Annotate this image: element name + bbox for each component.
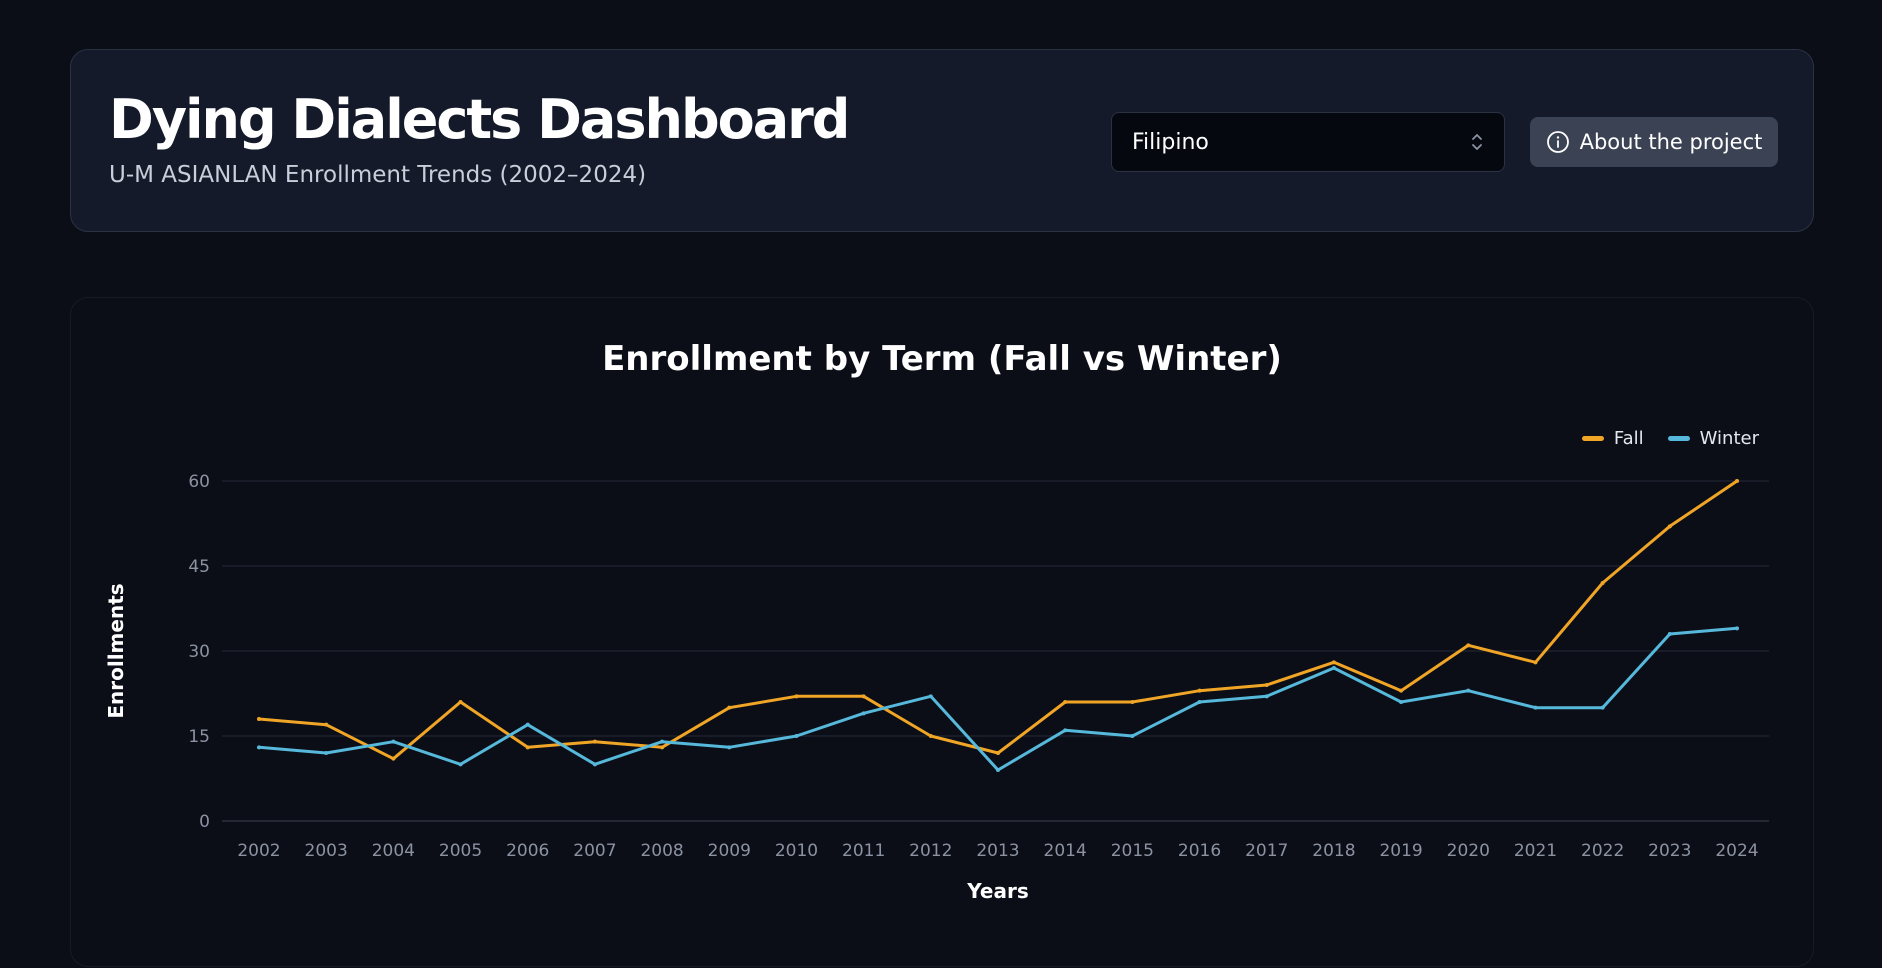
legend-label-winter: Winter <box>1699 428 1759 449</box>
data-point-winter <box>592 762 597 767</box>
data-point-fall <box>727 705 732 710</box>
x-axis-label: Years <box>966 879 1028 903</box>
data-point-winter <box>1063 728 1068 733</box>
x-tick-label: 2023 <box>1648 841 1691 861</box>
data-point-fall <box>257 717 261 721</box>
data-point-winter <box>794 734 799 738</box>
data-point-fall <box>1197 688 1202 693</box>
data-point-winter <box>1399 700 1404 704</box>
data-point-winter <box>391 739 396 744</box>
series-line-winter <box>257 626 1739 772</box>
data-point-winter <box>1264 694 1269 699</box>
data-point-winter <box>257 745 261 750</box>
x-tick-label: 2014 <box>1044 841 1087 861</box>
x-tick-label: 2011 <box>842 841 885 861</box>
language-select[interactable]: Filipino <box>1111 112 1505 172</box>
x-tick-label: 2010 <box>775 841 818 861</box>
x-tick-label: 2020 <box>1447 841 1490 861</box>
legend-swatch-fall <box>1581 436 1604 441</box>
series-line-fall <box>257 479 1739 761</box>
legend-item-fall[interactable]: Fall <box>1581 428 1644 449</box>
data-point-winter <box>660 739 665 744</box>
line-chart: 0 15 30 45 60 2002 2003 2004 2005 2006 2007 2008 200… <box>104 472 1769 903</box>
x-tick-label: 2002 <box>237 841 280 861</box>
data-point-fall <box>592 739 597 744</box>
data-point-winter <box>727 745 732 750</box>
data-point-fall <box>996 751 1000 755</box>
data-point-fall <box>1466 643 1471 648</box>
x-tick-label: 2013 <box>976 841 1019 861</box>
data-point-winter <box>1600 705 1605 710</box>
data-point-fall <box>1331 660 1336 665</box>
data-point-fall <box>324 722 329 727</box>
chart-title: Enrollment by Term (Fall vs Winter) <box>602 339 1282 379</box>
legend-label-fall: Fall <box>1613 428 1644 449</box>
x-tick-label: 2006 <box>506 841 549 861</box>
data-point-winter <box>1533 705 1538 710</box>
y-tick-label: 30 <box>188 642 210 662</box>
page-title: Dying Dialects Dashboard <box>109 88 850 151</box>
x-tick-label: 2015 <box>1111 841 1154 861</box>
x-tick-label: 2024 <box>1715 841 1758 861</box>
x-tick-label: 2008 <box>640 841 683 861</box>
data-point-fall <box>1399 688 1404 693</box>
data-point-winter <box>996 768 1000 772</box>
data-point-winter <box>861 711 866 716</box>
page-subtitle: U-M ASIANLAN Enrollment Trends (2002–202… <box>109 162 647 188</box>
data-point-fall <box>928 734 933 738</box>
chevron-up-down-icon <box>1472 134 1482 150</box>
about-button-label: About the project <box>1579 130 1763 154</box>
data-point-winter <box>324 751 329 755</box>
y-axis-label: Enrollments <box>104 583 128 718</box>
info-icon <box>1546 131 1569 153</box>
data-point-fall <box>660 745 665 750</box>
chart-legend: Fall Winter <box>1581 428 1759 449</box>
data-point-fall <box>391 756 396 761</box>
y-tick-label: 60 <box>188 472 210 492</box>
x-tick-label: 2005 <box>439 841 482 861</box>
x-tick-label: 2021 <box>1514 841 1557 861</box>
x-tick-label: 2003 <box>305 841 348 861</box>
data-point-winter <box>1735 626 1739 631</box>
data-point-winter <box>1130 734 1135 738</box>
chart-card: Enrollment by Term (Fall vs Winter) Fall… <box>70 297 1814 967</box>
data-point-fall <box>525 745 530 750</box>
data-point-fall <box>794 694 799 699</box>
about-button[interactable]: About the project <box>1530 117 1778 167</box>
data-point-winter <box>458 762 463 767</box>
data-point-winter <box>928 694 933 699</box>
data-point-fall <box>1667 524 1672 529</box>
data-point-fall <box>1264 683 1269 687</box>
x-tick-label: 2016 <box>1178 841 1221 861</box>
data-point-fall <box>1735 479 1739 483</box>
y-tick-label: 0 <box>199 812 210 832</box>
x-tick-label: 2012 <box>909 841 952 861</box>
header-card: Dying Dialects Dashboard U-M ASIANLAN En… <box>70 49 1814 232</box>
data-point-fall <box>458 700 463 704</box>
data-point-winter <box>1197 700 1202 704</box>
x-tick-label: 2022 <box>1581 841 1624 861</box>
x-tick-label: 2007 <box>573 841 616 861</box>
y-tick-label: 45 <box>188 557 210 577</box>
data-point-winter <box>525 722 530 727</box>
x-tick-label: 2018 <box>1312 841 1355 861</box>
data-point-winter <box>1331 666 1336 670</box>
x-tick-label: 2019 <box>1379 841 1422 861</box>
x-tick-label: 2004 <box>372 841 415 861</box>
data-point-fall <box>1600 581 1605 585</box>
data-point-fall <box>1533 660 1538 665</box>
data-point-winter <box>1667 632 1672 636</box>
data-point-winter <box>1466 688 1471 693</box>
x-tick-label: 2009 <box>708 841 751 861</box>
legend-swatch-winter <box>1667 436 1690 441</box>
data-point-fall <box>1130 700 1135 704</box>
data-point-fall <box>1063 700 1068 704</box>
legend-item-winter[interactable]: Winter <box>1667 428 1759 449</box>
language-select-value: Filipino <box>1132 129 1209 155</box>
x-tick-label: 2017 <box>1245 841 1288 861</box>
data-point-fall <box>861 694 866 699</box>
y-tick-label: 15 <box>188 727 210 747</box>
